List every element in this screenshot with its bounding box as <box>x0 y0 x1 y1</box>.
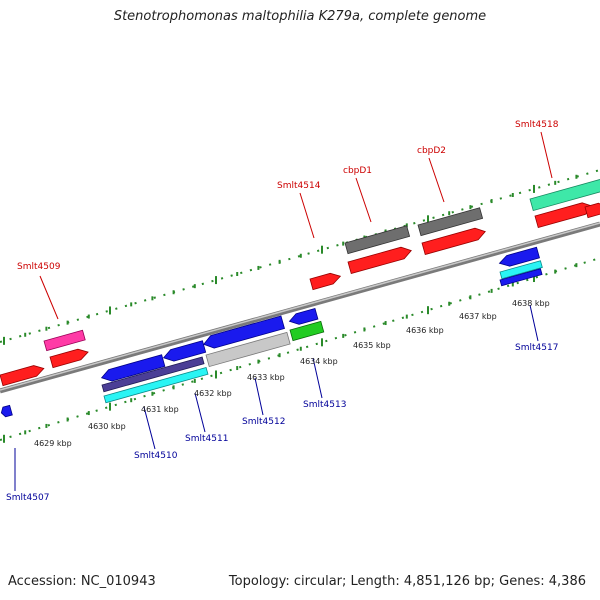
genome-summary-text: Topology: circular; Length: 4,851,126 bp… <box>228 574 586 589</box>
label-leader-line <box>428 157 445 203</box>
kbp-label: 4637 kbp <box>459 312 497 321</box>
gene-arrow-smlt4518[interactable] <box>529 176 600 212</box>
map-title: Stenotrophomonas maltophilia K279a, comp… <box>113 9 487 24</box>
gene-arrow-blue[interactable] <box>100 354 166 384</box>
gene-arrow-smlt4507[interactable] <box>0 404 13 418</box>
gene-label-smlt4507[interactable]: Smlt4507 <box>6 493 49 503</box>
gene-arrow-cbpd2[interactable] <box>421 226 487 256</box>
gene-bar-smlt4510-cyan[interactable] <box>103 367 209 404</box>
forward-gene-labels: Smlt4509 Smlt4514 cbpD1 cbpD2 Smlt4518 <box>17 120 559 272</box>
gene-label-smlt4510[interactable]: Smlt4510 <box>134 451 178 461</box>
gene-arrow-red[interactable] <box>584 202 600 219</box>
gene-label-cbpd2[interactable]: cbpD2 <box>417 146 446 156</box>
gene-label-smlt4511[interactable]: Smlt4511 <box>185 434 228 444</box>
kbp-label: 4633 kbp <box>247 373 285 382</box>
kbp-label: 4636 kbp <box>406 326 444 335</box>
kbp-label: 4632 kbp <box>194 389 232 398</box>
gene-label-smlt4512[interactable]: Smlt4512 <box>242 417 285 427</box>
gene-bar-smlt4513[interactable] <box>289 320 325 342</box>
gene-label-smlt4518[interactable]: Smlt4518 <box>515 120 559 130</box>
gene-label-smlt4513[interactable]: Smlt4513 <box>303 400 346 410</box>
backbone <box>0 221 600 394</box>
gene-bar-smlt4510[interactable] <box>101 356 205 393</box>
gene-bar-smlt4517-cyan[interactable] <box>499 260 543 280</box>
label-leader-line <box>143 406 156 450</box>
label-leader-line <box>254 377 264 416</box>
gene-arrow-blue[interactable] <box>202 315 285 351</box>
gene-arrow-cbpd1[interactable] <box>347 245 413 275</box>
kbp-label: 4629 kbp <box>34 439 72 448</box>
gene-arrow-red[interactable] <box>49 347 90 369</box>
label-leader-line <box>529 304 539 342</box>
label-leader-line <box>299 192 315 239</box>
label-leader-line <box>194 392 206 433</box>
gene-arrow-cbpd2-gray[interactable] <box>417 207 484 237</box>
gene-label-smlt4517[interactable]: Smlt4517 <box>515 343 558 353</box>
gene-label-smlt4509[interactable]: Smlt4509 <box>17 262 61 272</box>
gene-bar-smlt4512[interactable] <box>205 331 291 368</box>
label-leader-line <box>540 131 553 179</box>
label-leader-line <box>312 357 323 399</box>
kbp-label: 4635 kbp <box>353 341 391 350</box>
label-leaders <box>14 131 553 491</box>
gene-arrow-cbpd1-gray[interactable] <box>344 225 411 255</box>
gene-arrow-blue[interactable] <box>288 307 319 326</box>
kbp-label: 4631 kbp <box>141 405 179 414</box>
label-leader-line <box>355 177 372 223</box>
gene-label-smlt4514[interactable]: Smlt4514 <box>277 181 321 191</box>
label-leader-line <box>39 275 59 320</box>
backbone-highlight <box>0 222 600 391</box>
kbp-label: 4634 kbp <box>300 357 338 366</box>
gene-features <box>0 176 600 418</box>
reverse-gene-labels: Smlt4507 Smlt4510 Smlt4511 Smlt4512 Smlt… <box>6 343 558 503</box>
gene-bar-smlt4517-blue[interactable] <box>499 268 543 287</box>
accession-text: Accession: NC_010943 <box>8 574 156 589</box>
kbp-label: 4630 kbp <box>88 422 126 431</box>
gene-arrow-red[interactable] <box>0 363 45 387</box>
kbp-labels: 4629 kbp 4630 kbp 4631 kbp 4632 kbp 4633… <box>34 299 550 448</box>
forward-ring-dots <box>0 169 600 343</box>
gene-arrow-smlt4514[interactable] <box>309 271 342 291</box>
gene-arrow-blue[interactable] <box>162 340 207 364</box>
gene-label-cbpd1[interactable]: cbpD1 <box>343 166 372 176</box>
kbp-label: 4638 kbp <box>512 299 550 308</box>
gene-arrow-smlt4517[interactable] <box>498 246 540 268</box>
gene-arrow-smlt4509[interactable] <box>43 329 86 352</box>
